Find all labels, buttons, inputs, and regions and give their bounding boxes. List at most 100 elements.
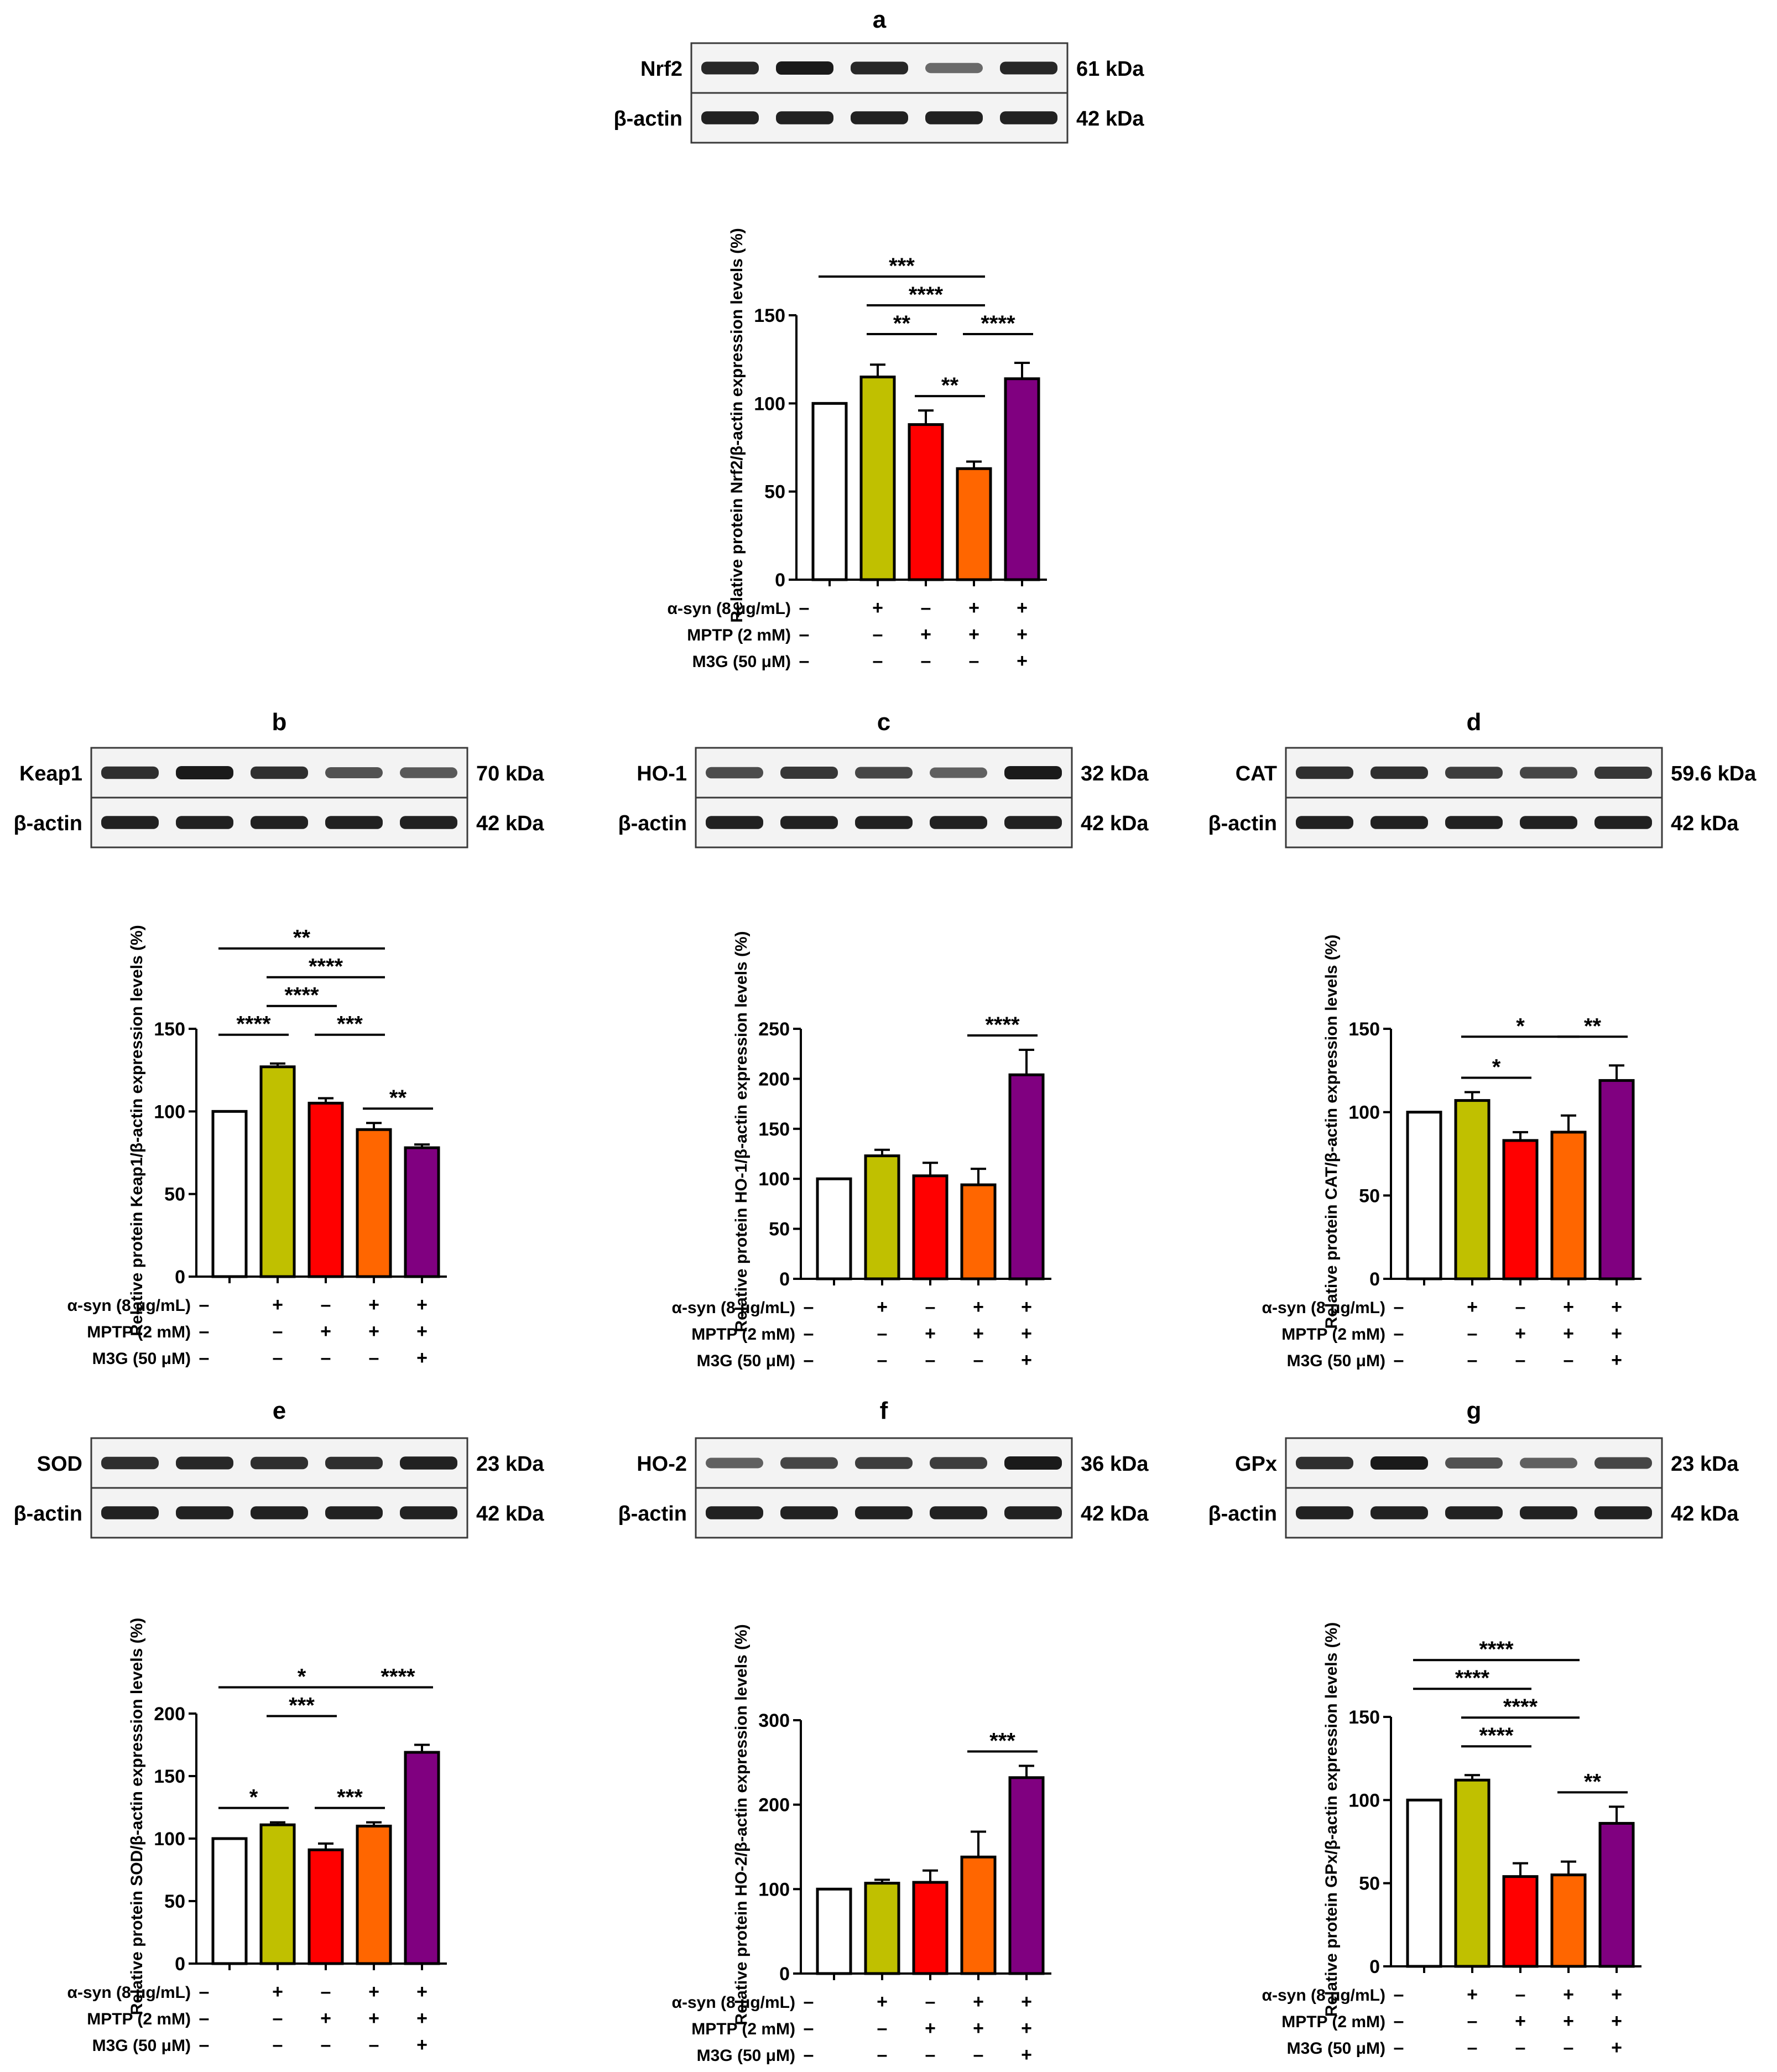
y-tick-label: 0 (175, 1954, 185, 1975)
treatment-label: M3G (50 μM) (697, 1352, 795, 1370)
blot-band (101, 1456, 159, 1470)
blot-row-label: β-actin (618, 812, 687, 835)
treatment-label: MPTP (2 mM) (1281, 2013, 1385, 2031)
blot-band (780, 816, 838, 829)
panel-letter: e (273, 1397, 286, 1424)
treatment-sign: – (1394, 1323, 1404, 1344)
bar (864, 1882, 900, 1975)
significance-label: **** (1455, 1666, 1490, 1690)
blot-band (706, 1457, 763, 1469)
treatment-sign: – (804, 2018, 814, 2039)
treatment-sign: + (368, 2008, 379, 2029)
y-axis-label: Relative protein Nrf2/β-actin expression… (728, 228, 746, 623)
blot-band (1594, 767, 1652, 779)
bar (1454, 1778, 1491, 1968)
blot-band (776, 111, 833, 124)
treatment-label: α-syn (8 μg/mL) (668, 600, 791, 618)
blot-band (251, 1506, 308, 1519)
blot-band (1370, 1506, 1428, 1519)
treatment-sign: – (921, 650, 931, 671)
treatment-sign: + (1563, 1297, 1574, 1318)
treatment-sign: – (273, 1347, 283, 1368)
treatment-sign: – (321, 1981, 331, 2002)
bar (211, 1837, 248, 1965)
panel-letter: b (272, 709, 287, 736)
blot-band (780, 1506, 838, 1519)
blot-band (1370, 766, 1428, 779)
blot-band (855, 1506, 913, 1519)
y-tick-label: 0 (1369, 1269, 1380, 1290)
treatment-sign: + (272, 1981, 283, 2002)
treatment-sign: – (1515, 1350, 1526, 1371)
blot-kda-label: 59.6 kDa (1671, 762, 1757, 785)
treatment-sign: + (968, 624, 979, 645)
treatment-sign: + (1563, 2011, 1574, 2032)
blot-band (930, 1506, 987, 1519)
significance-label: ** (893, 311, 911, 336)
significance-label: **** (309, 955, 343, 979)
treatment-label: MPTP (2 mM) (1281, 1325, 1385, 1344)
y-tick-label: 100 (154, 1829, 185, 1850)
bar (960, 1855, 997, 1975)
bar (1008, 1073, 1045, 1280)
blot-band (176, 816, 233, 829)
bar (308, 1848, 344, 1965)
blot-kda-label: 42 kDa (476, 812, 544, 835)
treatment-sign: + (416, 2008, 428, 2029)
blot-kda-label: 42 kDa (1671, 1502, 1739, 1526)
blot-band (1594, 816, 1652, 829)
treatment-sign: – (199, 1347, 210, 1368)
blot-band (400, 767, 457, 778)
bar (1598, 1821, 1635, 1968)
y-tick-label: 0 (779, 1269, 790, 1290)
treatment-sign: + (1467, 1297, 1478, 1318)
y-axis-label: Relative protein HO-2/β-actin expression… (732, 1624, 751, 2025)
treatment-sign: + (1467, 1984, 1478, 2005)
significance-label: * (298, 1665, 306, 1689)
treatment-label: M3G (50 μM) (697, 2047, 795, 2065)
bar (1598, 1079, 1635, 1280)
blot-band (780, 767, 838, 779)
treatment-sign: + (1515, 1323, 1526, 1344)
treatment-sign: + (1021, 2044, 1032, 2065)
blot-band (851, 61, 908, 75)
blot-band (325, 767, 383, 778)
blot-band (1000, 61, 1057, 75)
significance-label: **** (236, 1012, 271, 1037)
treatment-sign: – (273, 2008, 283, 2029)
treatment-label: α-syn (8 μg/mL) (1262, 1986, 1385, 2005)
panel-letter: f (880, 1397, 888, 1424)
treatment-sign: – (873, 650, 883, 671)
y-tick-label: 150 (754, 305, 785, 326)
blot-band (706, 1506, 763, 1519)
blot-band (701, 111, 759, 124)
y-tick-label: 150 (154, 1766, 185, 1787)
treatment-sign: + (920, 624, 931, 645)
panel-c: c HO-1 32 kDa β-actin 42 kDa 0 50 100 150 200 250 R… (618, 709, 1149, 1371)
treatment-label: MPTP (2 mM) (691, 1325, 795, 1344)
treatment-sign: + (1563, 1984, 1574, 2005)
treatment-sign: – (321, 1294, 331, 1315)
bar (859, 376, 896, 581)
treatment-sign: – (925, 1297, 936, 1318)
bar (816, 1177, 852, 1280)
panel-e: e SOD 23 kDa β-actin 42 kDa 0 50 100 150 200 Relat… (13, 1397, 544, 2055)
blot-row-label: Keap1 (19, 762, 82, 785)
bar (1454, 1099, 1491, 1280)
blot-band (325, 1506, 383, 1519)
significance-label: **** (981, 311, 1015, 336)
treatment-sign: + (368, 1981, 379, 2002)
blot-row-label: Nrf2 (640, 58, 682, 81)
y-tick-label: 50 (764, 482, 785, 503)
blot-band (400, 1456, 457, 1470)
significance-label: **** (381, 1665, 415, 1689)
treatment-label: α-syn (8 μg/mL) (67, 1297, 191, 1315)
blot-band (1004, 766, 1062, 779)
blot-band (176, 1456, 233, 1470)
treatment-label: α-syn (8 μg/mL) (67, 1984, 191, 2002)
treatment-sign: – (199, 2008, 210, 2029)
blot-band (101, 766, 159, 779)
treatment-sign: + (1611, 1323, 1622, 1344)
blot-band (101, 1506, 159, 1519)
treatment-sign: + (1515, 2011, 1526, 2032)
